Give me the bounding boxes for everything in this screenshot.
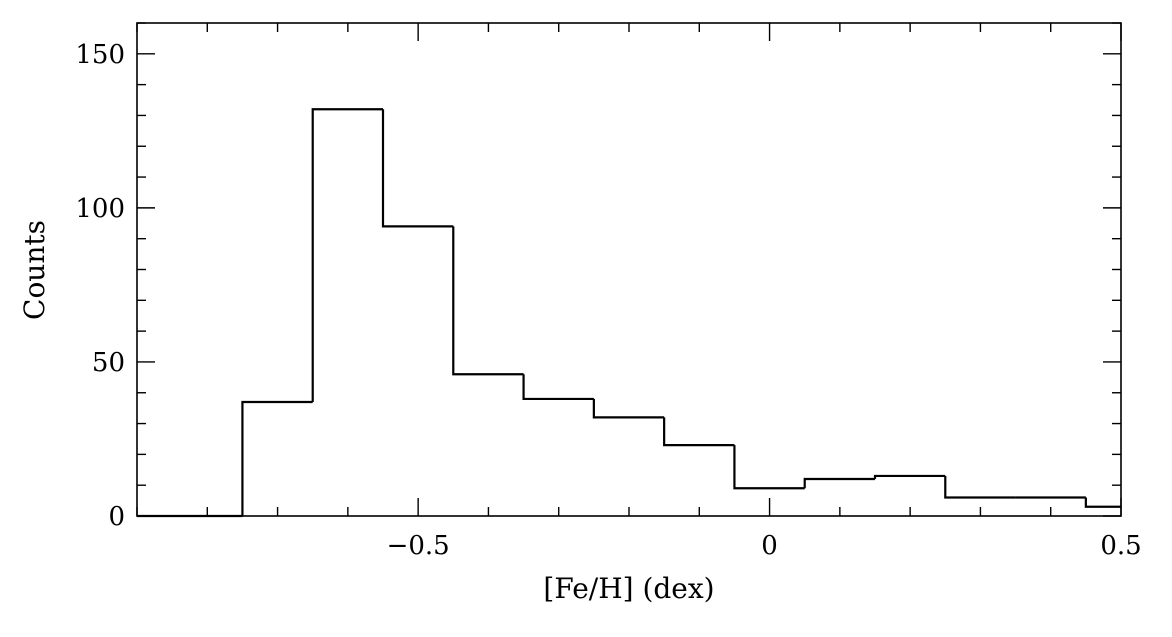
histogram-bin [452,226,524,376]
histogram-bin [592,398,665,419]
histogram-steps [137,108,1121,518]
histogram-bin [663,417,735,447]
x-tick-label: −0.5 [387,531,450,561]
y-tick-label: 0 [108,502,125,532]
y-tick-label: 100 [75,194,125,224]
histogram-bin [944,475,1016,499]
plot-frame [136,22,1122,517]
histogram-bin [1084,497,1121,508]
y-axis-title: Counts [18,220,51,320]
x-axis-title: [Fe/H] (dex) [543,572,714,605]
x-tick-label: 0 [761,531,778,561]
y-tick-label: 50 [92,348,125,378]
histogram-bin [873,474,946,480]
histogram-bin [733,445,805,490]
histogram-bin [803,477,875,489]
histogram-bin [522,374,594,401]
histogram-bin [381,109,454,228]
x-tick-label: 0.5 [1100,531,1141,561]
tick-labels: −0.5 0 0.5 0 50 100 150 [75,40,1141,561]
histogram-bin [241,400,313,516]
histogram-bin [311,108,383,402]
axis-ticks [136,22,1122,517]
y-tick-label: 150 [75,40,125,70]
